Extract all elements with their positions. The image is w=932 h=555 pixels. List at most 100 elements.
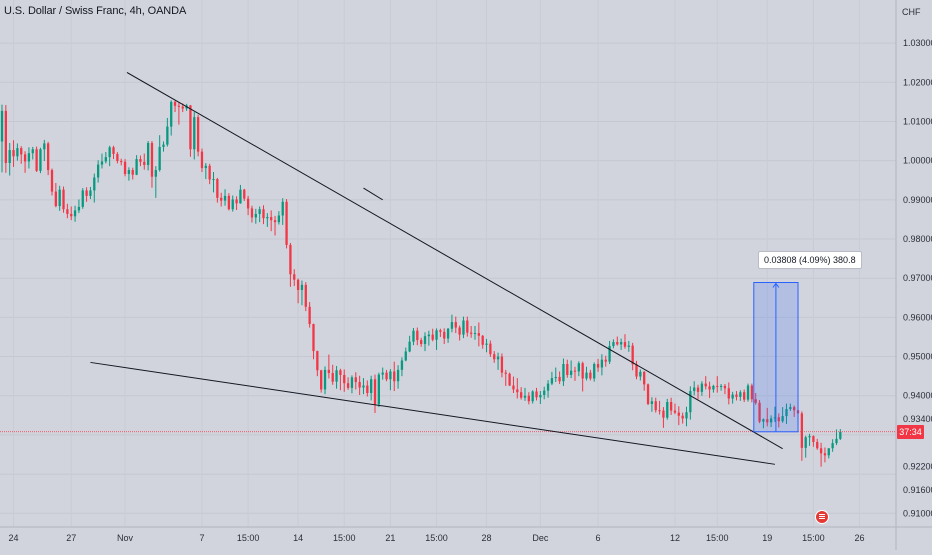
candle-body (773, 417, 777, 419)
candle-body (370, 379, 373, 393)
x-tick-label: 27 (66, 533, 76, 543)
candle-body (700, 383, 704, 392)
candle-body (673, 410, 677, 413)
candle-body (727, 388, 730, 399)
candle-body (658, 410, 661, 412)
candle-body (454, 322, 457, 328)
candle-body (485, 343, 488, 345)
candlesticks (0, 100, 842, 467)
candle-body (662, 410, 665, 418)
candle-body (585, 372, 588, 379)
trendline-upper[interactable] (126, 72, 783, 450)
drawings[interactable] (0, 72, 896, 465)
candle-body (196, 117, 200, 152)
candle-body (516, 389, 519, 393)
candle-body (204, 165, 207, 169)
candle-body (300, 284, 304, 290)
candle-body (235, 199, 238, 204)
candle-body (66, 209, 69, 214)
us-flag-icon[interactable] (815, 510, 829, 524)
x-tick-label: 15:00 (237, 533, 260, 543)
candle-body (416, 330, 419, 341)
candle-body (608, 345, 611, 362)
candle-body (323, 369, 327, 390)
x-tick-label: 14 (293, 533, 303, 543)
candle-body (469, 332, 473, 334)
candle-body (493, 354, 496, 360)
candle-body (581, 363, 584, 379)
candle-body (389, 371, 392, 380)
y-tick-label: 0.91000 (903, 508, 932, 518)
x-tick-label: 24 (9, 533, 19, 543)
candle-body (135, 159, 138, 175)
candle-body (669, 402, 673, 411)
candle-body (735, 394, 738, 397)
candle-body (816, 441, 819, 449)
candle-body (127, 170, 131, 174)
trendline-lower[interactable] (90, 361, 776, 465)
candle-body (293, 274, 296, 280)
candle-body (289, 244, 292, 275)
candle-body (54, 191, 57, 207)
candle-body (70, 213, 73, 217)
candle-body (404, 351, 407, 361)
candle-body (439, 330, 442, 332)
candle-body (800, 413, 804, 448)
candle-body (304, 284, 307, 307)
candle-body (85, 190, 88, 196)
x-tick-label: 15:00 (425, 533, 448, 543)
candle-body (366, 385, 369, 393)
candle-body (262, 209, 265, 219)
candle-body (162, 144, 165, 147)
candle-body (335, 370, 338, 382)
candle-body (0, 110, 4, 142)
candle-body (243, 189, 246, 199)
candle-body (339, 370, 342, 375)
candle-body (562, 364, 565, 382)
candle-body (193, 117, 196, 150)
candle-body (654, 401, 657, 411)
candle-body (689, 391, 692, 413)
trendline-short-dash[interactable] (363, 187, 383, 201)
candle-body (31, 149, 34, 154)
candle-body (435, 330, 438, 340)
candle-body (543, 390, 546, 395)
candle-body (296, 279, 300, 290)
candle-body (696, 387, 700, 392)
candle-body (612, 342, 615, 346)
y-tick-label: 1.01000 (903, 116, 932, 126)
candle-body (189, 105, 192, 150)
candle-body (308, 306, 311, 325)
candle-body (373, 379, 377, 405)
candle-body (150, 143, 154, 177)
candle-body (708, 386, 711, 390)
candle-body (808, 436, 811, 438)
candle-body (623, 342, 627, 347)
candle-body (35, 149, 38, 171)
candle-body (104, 157, 107, 162)
candle-body (427, 334, 431, 337)
candle-body (208, 165, 211, 180)
candle-body (527, 395, 530, 402)
candle-body (573, 370, 577, 372)
candle-body (250, 208, 254, 218)
candle-body (8, 150, 11, 163)
candle-body (246, 198, 250, 209)
candle-body (327, 369, 331, 374)
x-tick-label: 19 (762, 533, 772, 543)
candle-body (481, 335, 484, 345)
candle-body (769, 418, 773, 423)
candle-body (823, 453, 827, 456)
candle-body (531, 391, 534, 402)
candle-body (254, 213, 257, 218)
candle-body (281, 201, 284, 216)
candle-body (450, 322, 454, 329)
candle-body (346, 383, 350, 388)
candle-body (39, 149, 42, 171)
y-tick-label: 1.03000 (903, 38, 932, 48)
